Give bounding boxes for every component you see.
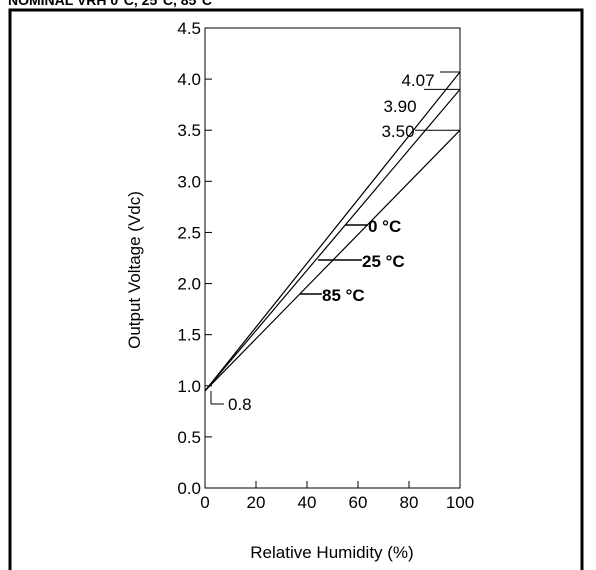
end-value-label: 3.90 (383, 97, 416, 116)
end-value-label: 4.07 (401, 71, 434, 90)
y-axis-title: Output Voltage (Vdc) (125, 191, 144, 349)
series-name-label: 85 °C (322, 286, 365, 305)
series-name-label: 25 °C (362, 252, 405, 271)
annotation-layer: 4.07 3.90 3.50 0 °C 25 °C 85 °C 0.8 (210, 71, 460, 414)
start-value-label: 0.8 (228, 395, 252, 414)
end-value-label: 3.50 (381, 122, 414, 141)
y-tick-label: 2.5 (177, 223, 201, 242)
x-tick-label: 0 (200, 493, 209, 512)
figure-frame (8, 8, 584, 570)
x-tick-label: 60 (349, 493, 368, 512)
series-line-0c (204, 71, 461, 392)
y-tick-label: 2.0 (177, 275, 201, 294)
chart-caption: NOMINAL VRH 0°C, 25°C, 85°C (8, 0, 212, 8)
y-tick-label: 0.5 (177, 428, 201, 447)
series-name-label: 0 °C (368, 217, 401, 236)
y-tick-label: 3.0 (177, 172, 201, 191)
y-tick-label: 0.0 (177, 479, 201, 498)
series-line-25c (204, 88, 461, 392)
x-tick-label: 40 (298, 493, 317, 512)
y-tick-label: 4.5 (177, 19, 201, 38)
x-tick-label: 20 (247, 493, 266, 512)
x-tick-label: 100 (446, 493, 474, 512)
y-tick-label: 3.5 (177, 121, 201, 140)
y-tick-label: 1.0 (177, 377, 201, 396)
x-axis-title: Relative Humidity (%) (250, 543, 413, 562)
ticks-layer: 0.0 0.5 1.0 1.5 2.0 2.5 3.0 3.5 4.0 4.5 0 20 40 60 80 1… (177, 19, 474, 512)
x-tick-label: 80 (400, 493, 419, 512)
series-layer (204, 71, 461, 392)
y-tick-label: 4.0 (177, 70, 201, 89)
y-tick-label: 1.5 (177, 326, 201, 345)
plot-area (204, 27, 461, 489)
